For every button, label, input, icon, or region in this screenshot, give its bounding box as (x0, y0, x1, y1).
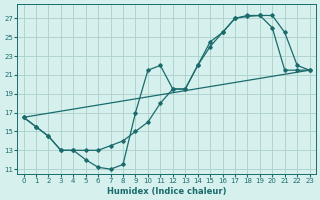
X-axis label: Humidex (Indice chaleur): Humidex (Indice chaleur) (107, 187, 226, 196)
